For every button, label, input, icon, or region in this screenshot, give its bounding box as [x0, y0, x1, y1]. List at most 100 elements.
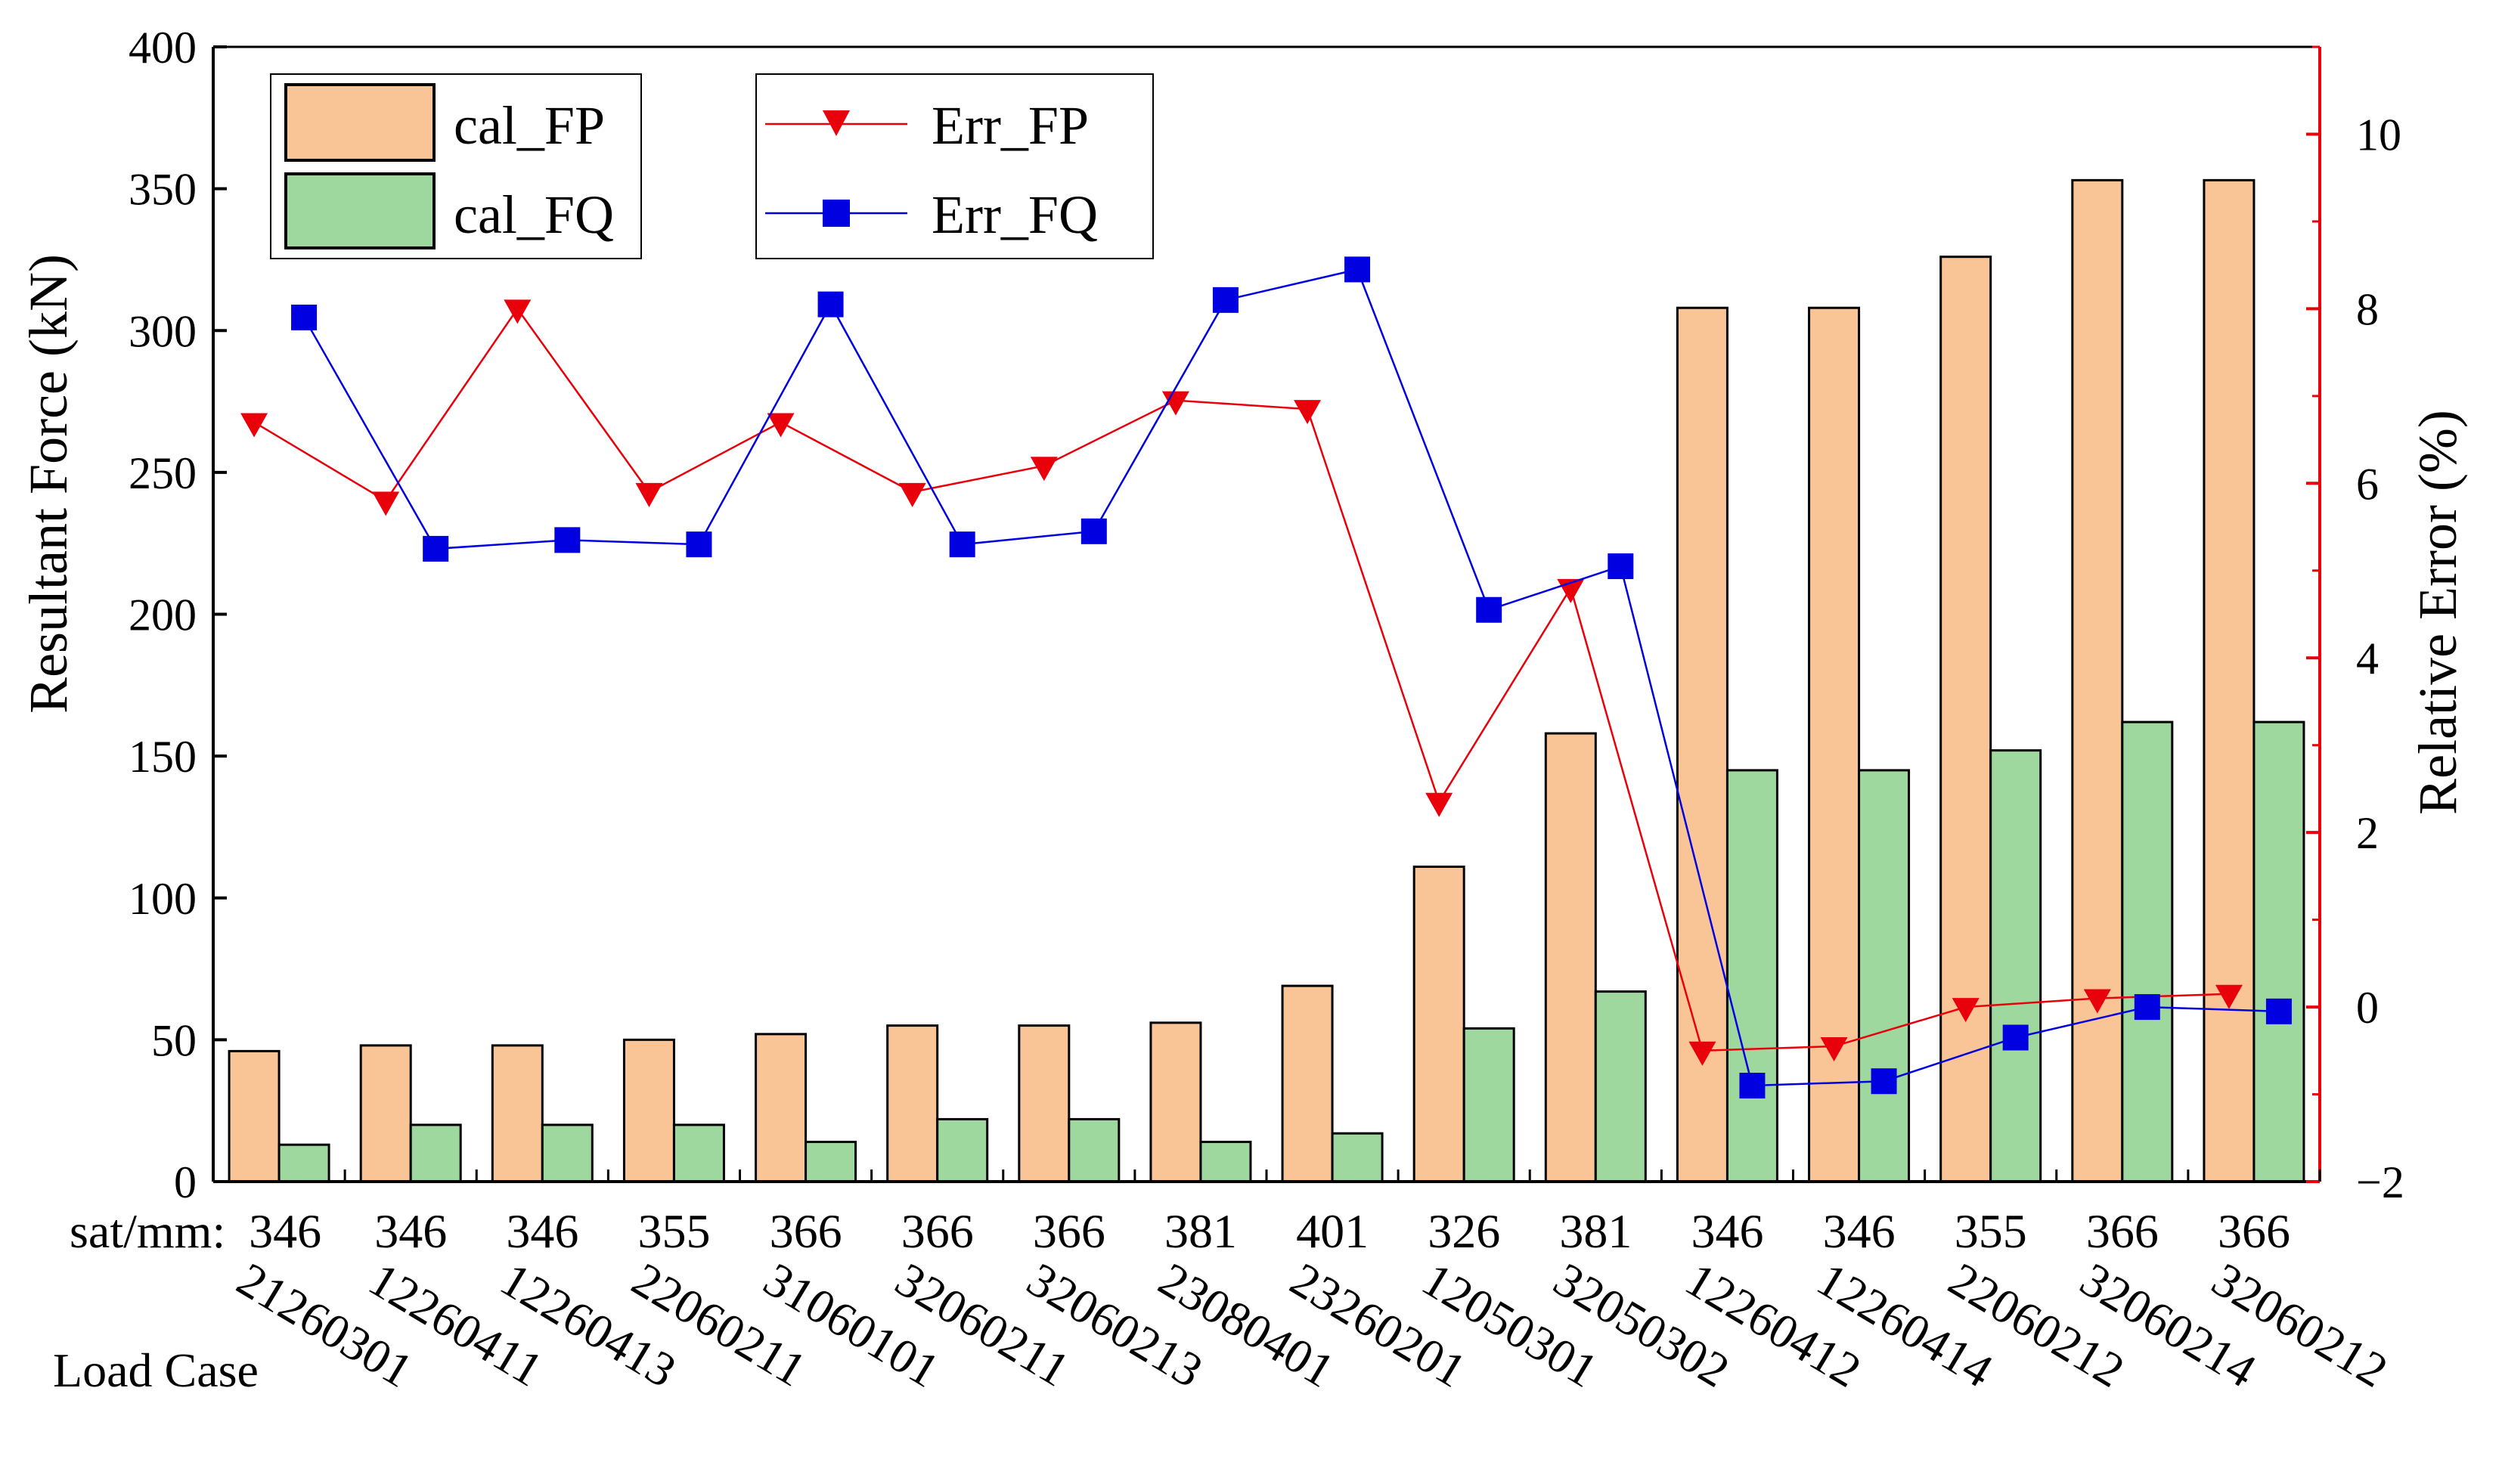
bar-cal-fp-8: [1149, 1021, 1202, 1183]
bar-cal-fq-1: [277, 1143, 330, 1183]
marker-err-fp-12: [1688, 1041, 1716, 1066]
bar-cal-fq-12: [1725, 769, 1778, 1183]
y-tick-label-400: 400: [129, 23, 197, 73]
bar-cal-fq-4: [672, 1123, 725, 1183]
y-tick-label-100: 100: [129, 874, 197, 924]
sat-mm-label-1: 346: [249, 1204, 321, 1258]
bar-cal-fp-7: [1018, 1024, 1071, 1183]
y-tick-label-200: 200: [129, 590, 197, 640]
y-axis-title: Resultant Force (kN): [18, 254, 79, 714]
bar-cal-fp-12: [1676, 306, 1728, 1183]
sat-mm-label-11: 381: [1559, 1204, 1632, 1258]
marker-err-fq-10: [1476, 596, 1502, 623]
bar-cal-fp-2: [359, 1044, 412, 1183]
line-err-fq: [302, 268, 2279, 1087]
legend-label-cal-fq: cal_FQ: [454, 184, 614, 245]
y-tick-label-150: 150: [129, 732, 197, 782]
sat-mm-label-10: 326: [1428, 1204, 1500, 1258]
sat-mm-label-7: 366: [1033, 1204, 1105, 1258]
marker-err-fp-8: [1161, 391, 1189, 416]
bar-cal-fq-8: [1199, 1140, 1252, 1183]
legend-marker-err-fp: [823, 110, 850, 136]
y-tick-label-350: 350: [129, 165, 197, 215]
legend-box-lines: [755, 73, 1154, 259]
marker-err-fq-4: [686, 531, 712, 558]
sat-mm-label-9: 401: [1296, 1204, 1369, 1258]
marker-err-fq-2: [423, 535, 449, 562]
bar-cal-fq-10: [1462, 1027, 1515, 1183]
marker-err-fq-7: [1080, 518, 1107, 544]
marker-err-fp-9: [1294, 400, 1322, 425]
marker-err-fp-7: [1030, 457, 1058, 482]
bar-cal-fp-4: [622, 1038, 675, 1183]
marker-err-fq-16: [2265, 998, 2292, 1024]
bar-cal-fp-1: [228, 1049, 281, 1183]
bar-cal-fq-14: [1989, 749, 2042, 1183]
sat-mm-label-6: 366: [901, 1204, 974, 1258]
sat-mm-label-16: 366: [2218, 1204, 2290, 1258]
bar-cal-fp-16: [2203, 178, 2256, 1183]
legend-marker-err-fq: [823, 200, 850, 227]
sat-mm-label-8: 381: [1164, 1204, 1237, 1258]
bar-cal-fq-11: [1594, 990, 1647, 1183]
bar-cal-fq-16: [2252, 720, 2305, 1183]
marker-err-fp-13: [1820, 1037, 1848, 1062]
y2-tick-label-1: 0: [2356, 983, 2379, 1033]
marker-err-fp-3: [504, 299, 532, 324]
bar-cal-fq-5: [805, 1140, 857, 1183]
marker-err-fp-4: [635, 482, 663, 507]
legend-label-err-fp: Err_FP: [932, 95, 1089, 156]
marker-err-fq-1: [291, 304, 318, 330]
load-case-title: Load Case: [53, 1343, 259, 1397]
sat-mm-label-5: 366: [770, 1204, 842, 1258]
sat-mm-label-14: 355: [1955, 1204, 2027, 1258]
marker-err-fq-6: [949, 531, 975, 558]
marker-err-fp-1: [240, 413, 268, 438]
line-err-fp: [253, 307, 2229, 1052]
legend-swatch-cal-fp: [284, 83, 436, 162]
marker-err-fp-2: [372, 491, 400, 516]
marker-err-fp-14: [1952, 998, 1980, 1023]
sat-mm-label-15: 366: [2086, 1204, 2159, 1258]
legend-lines: Err_FP Err_FQ: [755, 73, 1154, 259]
sat-mm-label-13: 346: [1823, 1204, 1896, 1258]
bar-cal-fp-15: [2071, 178, 2124, 1183]
bar-cal-fq-9: [1331, 1132, 1384, 1183]
marker-err-fq-9: [1344, 256, 1371, 283]
y2-tick-label-5: 8: [2356, 284, 2379, 334]
bar-cal-fp-10: [1412, 865, 1465, 1183]
bar-cal-fq-3: [541, 1123, 594, 1183]
legend-swatch-cal-fq: [284, 172, 436, 249]
y-tick-label-250: 250: [129, 448, 197, 498]
bar-cal-fp-11: [1544, 732, 1597, 1183]
bar-cal-fq-6: [936, 1117, 989, 1183]
marker-err-fq-13: [1871, 1068, 1897, 1095]
y-tick-label-0: 0: [174, 1157, 197, 1207]
bar-cal-fp-3: [491, 1044, 544, 1183]
marker-err-fq-15: [2134, 994, 2160, 1021]
bar-cal-fp-6: [886, 1024, 939, 1183]
marker-err-fq-12: [1739, 1072, 1766, 1098]
plot-area: [228, 178, 2305, 1183]
marker-err-fq-3: [554, 527, 581, 553]
sat-mm-label-2: 346: [374, 1204, 447, 1258]
bar-cal-fq-13: [1858, 769, 1911, 1183]
bar-cal-fp-5: [755, 1033, 808, 1183]
legend-label-cal-fp: cal_FP: [454, 95, 605, 156]
bar-cal-fq-15: [2121, 720, 2174, 1183]
legend-label-err-fq: Err_FQ: [932, 184, 1098, 245]
marker-err-fq-14: [2002, 1024, 2029, 1051]
sat-mm-label-4: 355: [637, 1204, 710, 1258]
bar-cal-fq-2: [409, 1123, 462, 1183]
y-tick-label-300: 300: [129, 306, 197, 356]
y2-tick-label-4: 6: [2356, 459, 2379, 509]
y2-tick-label-3: 4: [2356, 634, 2379, 683]
marker-err-fp-16: [2215, 984, 2243, 1009]
marker-err-fp-15: [2083, 989, 2111, 1014]
marker-err-fq-5: [817, 291, 844, 318]
marker-err-fq-8: [1212, 287, 1239, 313]
marker-err-fp-10: [1425, 792, 1453, 817]
legend-bars: cal_FP cal_FQ: [270, 73, 642, 259]
bar-cal-fp-13: [1808, 306, 1861, 1183]
